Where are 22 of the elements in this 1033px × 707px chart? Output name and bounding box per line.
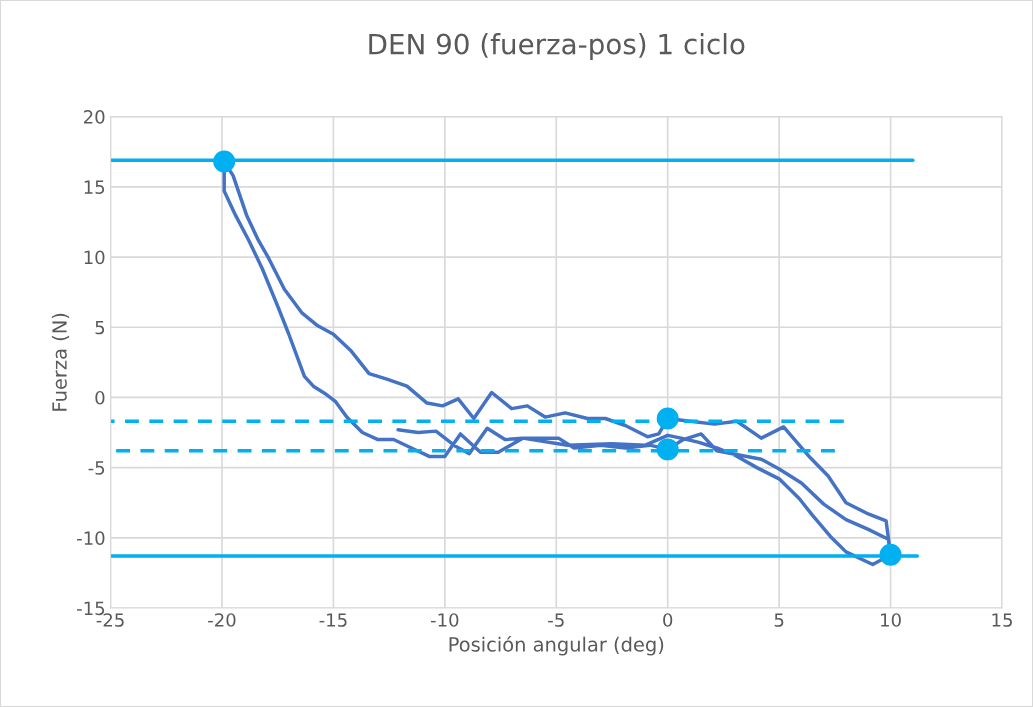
y-tick-label: 0: [95, 390, 105, 405]
x-tick-label: -20: [208, 613, 236, 627]
y-tick-label: 10: [84, 250, 105, 265]
x-tick-label: 0: [663, 613, 673, 627]
point: [656, 438, 679, 461]
x-tick-label: -10: [430, 613, 459, 627]
x-axis-title: Posición angular (deg): [449, 635, 664, 656]
x-tick-label: -15: [319, 613, 347, 627]
x-tick-label: -5: [548, 613, 564, 627]
x-tick-label: 15: [992, 613, 1012, 627]
y-tick-label: 15: [84, 180, 105, 194]
x-tick-label: 5: [774, 613, 784, 627]
y-tick-label: 20: [84, 110, 105, 124]
y-tick-label: -5: [88, 461, 105, 475]
point: [879, 543, 902, 566]
y-tick-label: -10: [77, 531, 105, 545]
chart-title: DEN 90 (fuerza-pos) 1 ciclo: [369, 33, 745, 60]
point: [213, 150, 236, 173]
y-tick-label: 5: [95, 320, 105, 335]
y-axis-title: Fuerza (N): [51, 313, 70, 411]
x-tick-label: 10: [881, 613, 901, 627]
point: [656, 407, 679, 430]
